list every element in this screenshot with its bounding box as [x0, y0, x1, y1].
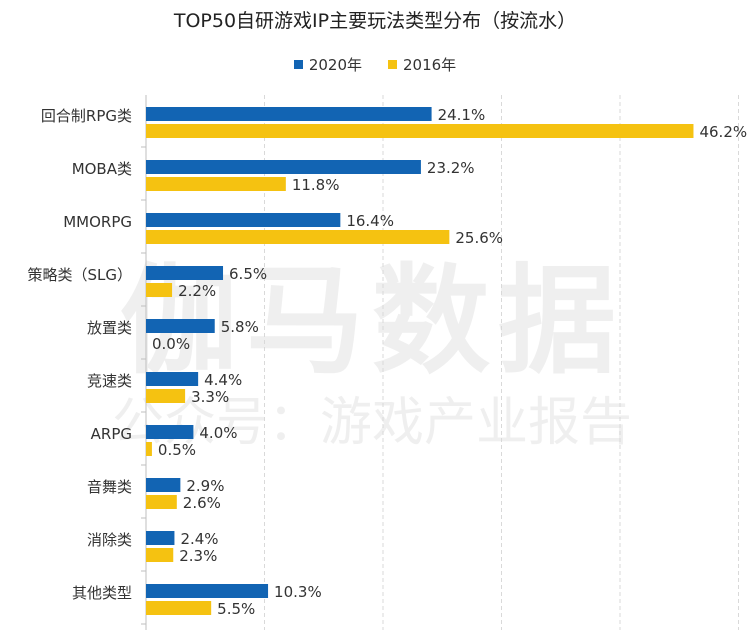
- data-label: 6.5%: [229, 265, 267, 283]
- category-label: ARPG: [91, 425, 132, 443]
- bar-2020: [146, 478, 181, 492]
- legend-label-2020: 2020年: [308, 56, 362, 74]
- bar-2016: [146, 124, 694, 138]
- data-label: 4.4%: [204, 371, 242, 389]
- legend-swatch-2020: [293, 60, 303, 69]
- bar-2020: [146, 160, 421, 174]
- bar-2020: [146, 266, 224, 280]
- data-label: 4.0%: [199, 424, 237, 442]
- category-label: 消除类: [87, 531, 132, 549]
- data-label: 5.8%: [221, 318, 259, 336]
- data-label: 46.2%: [699, 123, 747, 141]
- data-label: 0.0%: [152, 335, 190, 353]
- bar-2020: [146, 531, 175, 545]
- legend: 2020年 2016年: [0, 54, 750, 75]
- bar-2016: [146, 389, 186, 403]
- bar-2016: [146, 283, 173, 297]
- bar-2016: [146, 548, 174, 562]
- bar-2020: [146, 425, 194, 439]
- bar-2016: [146, 495, 177, 509]
- bar-2020: [146, 372, 199, 386]
- category-label: MMORPG: [63, 213, 132, 231]
- category-label: 放置类: [87, 319, 132, 337]
- legend-item-2020: 2020年: [293, 54, 362, 75]
- category-label: 音舞类: [87, 478, 132, 496]
- bar-2020: [146, 107, 432, 121]
- data-label: 24.1%: [438, 106, 486, 124]
- bar-2016: [146, 442, 152, 456]
- data-label: 5.5%: [217, 600, 255, 618]
- legend-label-2016: 2016年: [403, 56, 457, 74]
- data-label: 25.6%: [455, 229, 503, 247]
- legend-swatch-2016: [388, 60, 397, 69]
- category-label: 回合制RPG类: [41, 107, 132, 125]
- data-label: 23.2%: [427, 159, 475, 177]
- data-label: 2.4%: [180, 530, 218, 548]
- bar-2020: [146, 213, 341, 227]
- data-label: 2.3%: [179, 547, 217, 565]
- data-label: 2.9%: [186, 477, 224, 495]
- category-label: 其他类型: [72, 584, 132, 602]
- category-label: MOBA类: [72, 160, 132, 178]
- bar-2016: [146, 230, 450, 244]
- data-label: 2.2%: [178, 282, 216, 300]
- data-label: 0.5%: [158, 441, 196, 459]
- category-label: 竞速类: [87, 372, 132, 390]
- data-label: 11.8%: [292, 176, 340, 194]
- data-label: 2.6%: [183, 494, 221, 512]
- legend-item-2016: 2016年: [388, 54, 456, 75]
- bar-2020: [146, 319, 215, 333]
- chart-title: TOP50自研游戏IP主要玩法类型分布（按流水）: [173, 10, 577, 32]
- bar-2016: [146, 177, 286, 191]
- data-label: 16.4%: [346, 212, 394, 230]
- bar-2016: [146, 601, 212, 615]
- data-label: 10.3%: [274, 583, 322, 601]
- category-label: 策略类（SLG）: [27, 266, 132, 284]
- data-label: 3.3%: [191, 388, 229, 406]
- bar-2020: [146, 584, 269, 598]
